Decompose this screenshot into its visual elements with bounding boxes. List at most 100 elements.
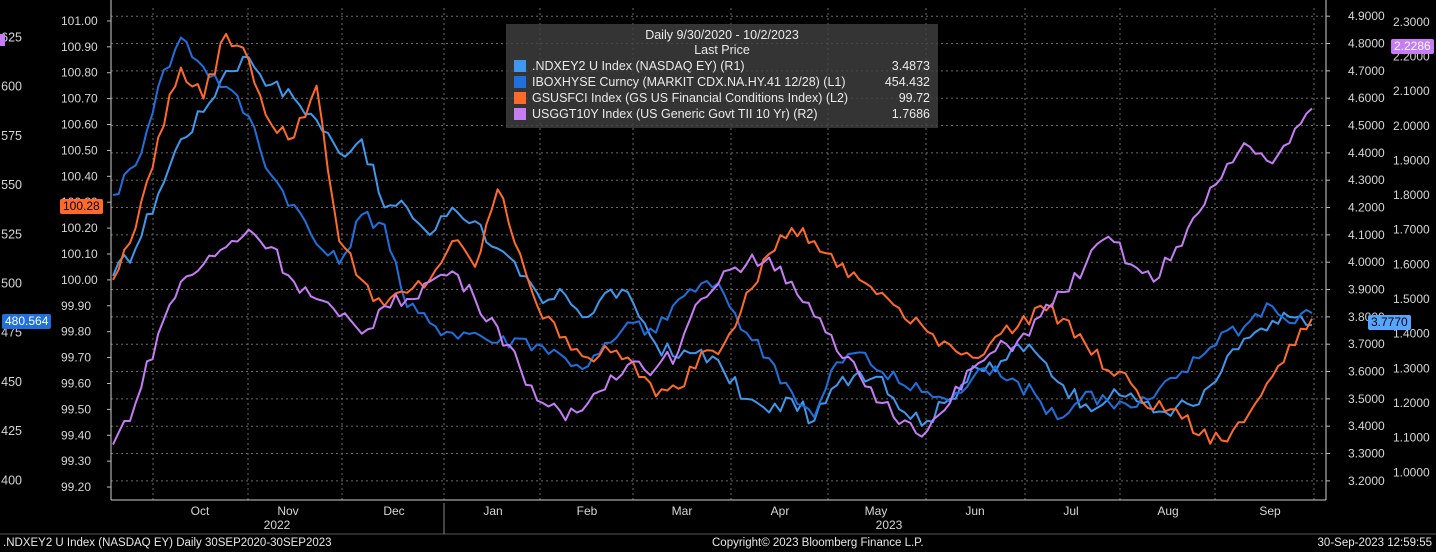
last-value-badge-r1: 3.7770 bbox=[1368, 315, 1411, 330]
right-axis-r2-ticks: 1.0000 1.1000 1.2000 1.3000 1.4000 1.5000 1.60… bbox=[1393, 15, 1430, 479]
x-tick-month: Mar bbox=[672, 504, 693, 518]
x-tick-month: Sep bbox=[1259, 504, 1281, 518]
legend-last-value: 99.72 bbox=[898, 91, 930, 105]
footer-copyright: Copyright© 2023 Bloomberg Finance L.P. bbox=[712, 537, 924, 549]
chart-legend: Daily 9/30/2020 - 10/2/2023 Last Price .… bbox=[506, 24, 938, 128]
last-value-badge-l1: 480.564 bbox=[2, 314, 52, 329]
series-lines bbox=[112, 32, 1313, 446]
x-axis-ticks: Oct Nov Dec Jan Feb Mar Apr May Jun Jul Aug Sep 2022… bbox=[191, 503, 1281, 534]
grid-lines bbox=[111, 8, 1326, 500]
tick-label-r1: 3.7000 bbox=[1348, 337, 1385, 351]
x-tick-month: Jun bbox=[965, 504, 984, 518]
legend-entry: USGGT10Y Index (US Generic Govt TII 10 Y… bbox=[506, 106, 938, 122]
tick-label-l2: 99.90 bbox=[61, 299, 91, 313]
tick-label-r2: 1.1000 bbox=[1393, 431, 1430, 445]
last-value-badge-r2: 2.2286 bbox=[1391, 39, 1434, 54]
tick-label-l2: 99.50 bbox=[61, 402, 91, 416]
legend-swatch bbox=[514, 60, 526, 72]
last-value-badge-l2: 100.28 bbox=[60, 199, 103, 214]
legend-last-value: 1.7686 bbox=[891, 107, 930, 121]
tick-label-r1: 4.2000 bbox=[1348, 201, 1385, 215]
x-tick-month: Aug bbox=[1157, 504, 1178, 518]
x-tick-month: Jul bbox=[1063, 504, 1078, 518]
tick-label-l1: 450 bbox=[1, 375, 22, 389]
tick-label-l2: 99.80 bbox=[61, 325, 91, 339]
series-marker bbox=[0, 34, 5, 46]
tick-label-l2: 101.00 bbox=[61, 14, 98, 28]
legend-last-value: 454.432 bbox=[884, 75, 930, 89]
axis-lines bbox=[0, 0, 1436, 535]
tick-label-r2: 1.6000 bbox=[1393, 257, 1430, 271]
tick-label-r1: 3.2000 bbox=[1348, 474, 1385, 488]
legend-last-value: 3.4873 bbox=[891, 59, 930, 73]
right-axis-r1-ticks: 3.20003.30003.40003.50003.60003.70003.80… bbox=[1326, 9, 1385, 488]
tick-label-r1: 4.5000 bbox=[1348, 119, 1385, 133]
series-line-l1 bbox=[112, 36, 1313, 421]
tick-label-r2: 1.2000 bbox=[1393, 396, 1430, 410]
tick-label-r2: 1.7000 bbox=[1393, 223, 1430, 237]
tick-label-r2: 1.8000 bbox=[1393, 188, 1430, 202]
legend-swatch bbox=[514, 108, 526, 120]
tick-label-r2: 1.5000 bbox=[1393, 292, 1430, 306]
tick-label-r1: 3.6000 bbox=[1348, 365, 1385, 379]
legend-series-name: .NDXEY2 U Index (NASDAQ EY) (R1) bbox=[532, 59, 745, 73]
tick-label-l1: 575 bbox=[1, 129, 22, 143]
tick-label-l2: 100.60 bbox=[61, 118, 98, 132]
x-tick-month: Oct bbox=[191, 504, 210, 518]
tick-label-l2: 100.70 bbox=[61, 92, 98, 106]
tick-label-l1: 400 bbox=[1, 473, 22, 487]
legend-entry: GSUSFCI Index (GS US Financial Condition… bbox=[506, 90, 938, 106]
legend-swatch bbox=[514, 76, 526, 88]
tick-label-r1: 4.1000 bbox=[1348, 228, 1385, 242]
tick-label-l2: 100.50 bbox=[61, 143, 98, 157]
tick-label-l1: 425 bbox=[1, 424, 22, 438]
tick-label-l2: 100.90 bbox=[61, 40, 98, 54]
tick-label-r1: 4.8000 bbox=[1348, 37, 1385, 51]
tick-label-l2: 100.80 bbox=[61, 66, 98, 80]
legend-entry: IBOXHYSE Curncy (MARKIT CDX.NA.HY.41 12/… bbox=[506, 74, 938, 90]
footer-timestamp: 30-Sep-2023 12:59:55 bbox=[1317, 537, 1432, 549]
tick-label-r2: 2.1000 bbox=[1393, 84, 1430, 98]
legend-series-name: USGGT10Y Index (US Generic Govt TII 10 Y… bbox=[532, 107, 818, 121]
tick-label-l2: 100.40 bbox=[61, 169, 98, 183]
tick-label-r1: 4.4000 bbox=[1348, 146, 1385, 160]
tick-label-l2: 100.20 bbox=[61, 221, 98, 235]
tick-label-r2: 2.0000 bbox=[1393, 119, 1430, 133]
legend-series-name: IBOXHYSE Curncy (MARKIT CDX.NA.HY.41 12/… bbox=[532, 75, 846, 89]
x-tick-year: 2023 bbox=[876, 518, 903, 532]
tick-label-l1: 475 bbox=[1, 326, 22, 340]
tick-label-l1: 600 bbox=[1, 80, 22, 94]
tick-label-r2: 1.0000 bbox=[1393, 465, 1430, 479]
legend-subtitle: Last Price bbox=[694, 43, 750, 57]
tick-label-l2: 99.30 bbox=[61, 454, 91, 468]
tick-label-l2: 99.40 bbox=[61, 428, 91, 442]
tick-label-r1: 3.5000 bbox=[1348, 392, 1385, 406]
x-tick-month: Jan bbox=[483, 504, 502, 518]
tick-label-l1: 550 bbox=[1, 178, 22, 192]
tick-label-r1: 3.3000 bbox=[1348, 447, 1385, 461]
legend-series-name: GSUSFCI Index (GS US Financial Condition… bbox=[532, 91, 849, 105]
x-tick-month: Dec bbox=[383, 504, 404, 518]
x-tick-month: Feb bbox=[577, 504, 598, 518]
tick-label-r1: 4.3000 bbox=[1348, 173, 1385, 187]
x-tick-year: 2022 bbox=[264, 518, 291, 532]
tick-label-r2: 1.3000 bbox=[1393, 361, 1430, 375]
tick-label-l1: 625 bbox=[1, 31, 22, 45]
tick-label-l2: 99.70 bbox=[61, 351, 91, 365]
tick-label-l2: 100.10 bbox=[61, 247, 98, 261]
legend-title: Daily 9/30/2020 - 10/2/2023 bbox=[645, 28, 799, 42]
tick-label-l2: 99.60 bbox=[61, 376, 91, 390]
series-line-r1 bbox=[112, 55, 1313, 427]
tick-label-r1: 4.0000 bbox=[1348, 255, 1385, 269]
x-tick-month: May bbox=[865, 504, 888, 518]
left-axis-l2-ticks: 99.20 99.30 99.40 99.50 99.60 99.70 99.80 99.90… bbox=[61, 14, 111, 494]
tick-label-l1: 525 bbox=[1, 227, 22, 241]
tick-label-r1: 4.6000 bbox=[1348, 91, 1385, 105]
series-line-l2 bbox=[112, 32, 1313, 445]
footer-left: .NDXEY2 U Index (NASDAQ EY) Daily 30SEP2… bbox=[3, 537, 332, 549]
tick-label-r2: 1.4000 bbox=[1393, 327, 1430, 341]
tick-label-r2: 2.3000 bbox=[1393, 15, 1430, 29]
x-tick-month: Nov bbox=[277, 504, 298, 518]
tick-label-l2: 99.20 bbox=[61, 480, 91, 494]
tick-label-l1: 500 bbox=[1, 277, 22, 291]
